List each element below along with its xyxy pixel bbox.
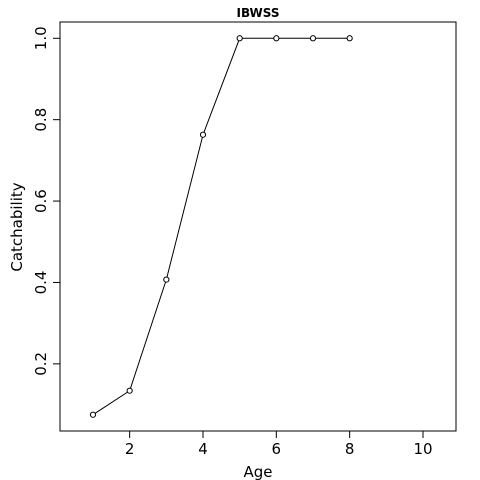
x-tick-label: 6 xyxy=(272,440,282,458)
y-tick-label: 0.2 xyxy=(32,352,50,376)
chart-title: IBWSS xyxy=(237,6,280,20)
series-line xyxy=(92,37,350,416)
x-tick-label: 2 xyxy=(125,440,135,458)
x-axis-label: Age xyxy=(243,463,272,480)
data-point xyxy=(163,276,170,283)
data-point xyxy=(236,35,243,42)
data-point xyxy=(309,35,317,42)
data-point xyxy=(89,411,97,418)
data-point xyxy=(273,35,280,42)
data-point xyxy=(126,387,133,394)
y-tick-label: 1.0 xyxy=(32,26,50,50)
x-tick-label: 4 xyxy=(198,440,208,458)
y-tick-label: 0.8 xyxy=(32,108,50,132)
x-tick-label: 8 xyxy=(345,440,355,458)
x-tick-label: 10 xyxy=(413,440,432,458)
plot-frame xyxy=(59,21,457,432)
y-tick-label: 0.4 xyxy=(32,271,50,295)
y-tick-label: 0.6 xyxy=(32,189,50,213)
data-point xyxy=(346,35,353,42)
data-point xyxy=(199,131,207,138)
y-axis-label: Catchability xyxy=(8,182,26,271)
